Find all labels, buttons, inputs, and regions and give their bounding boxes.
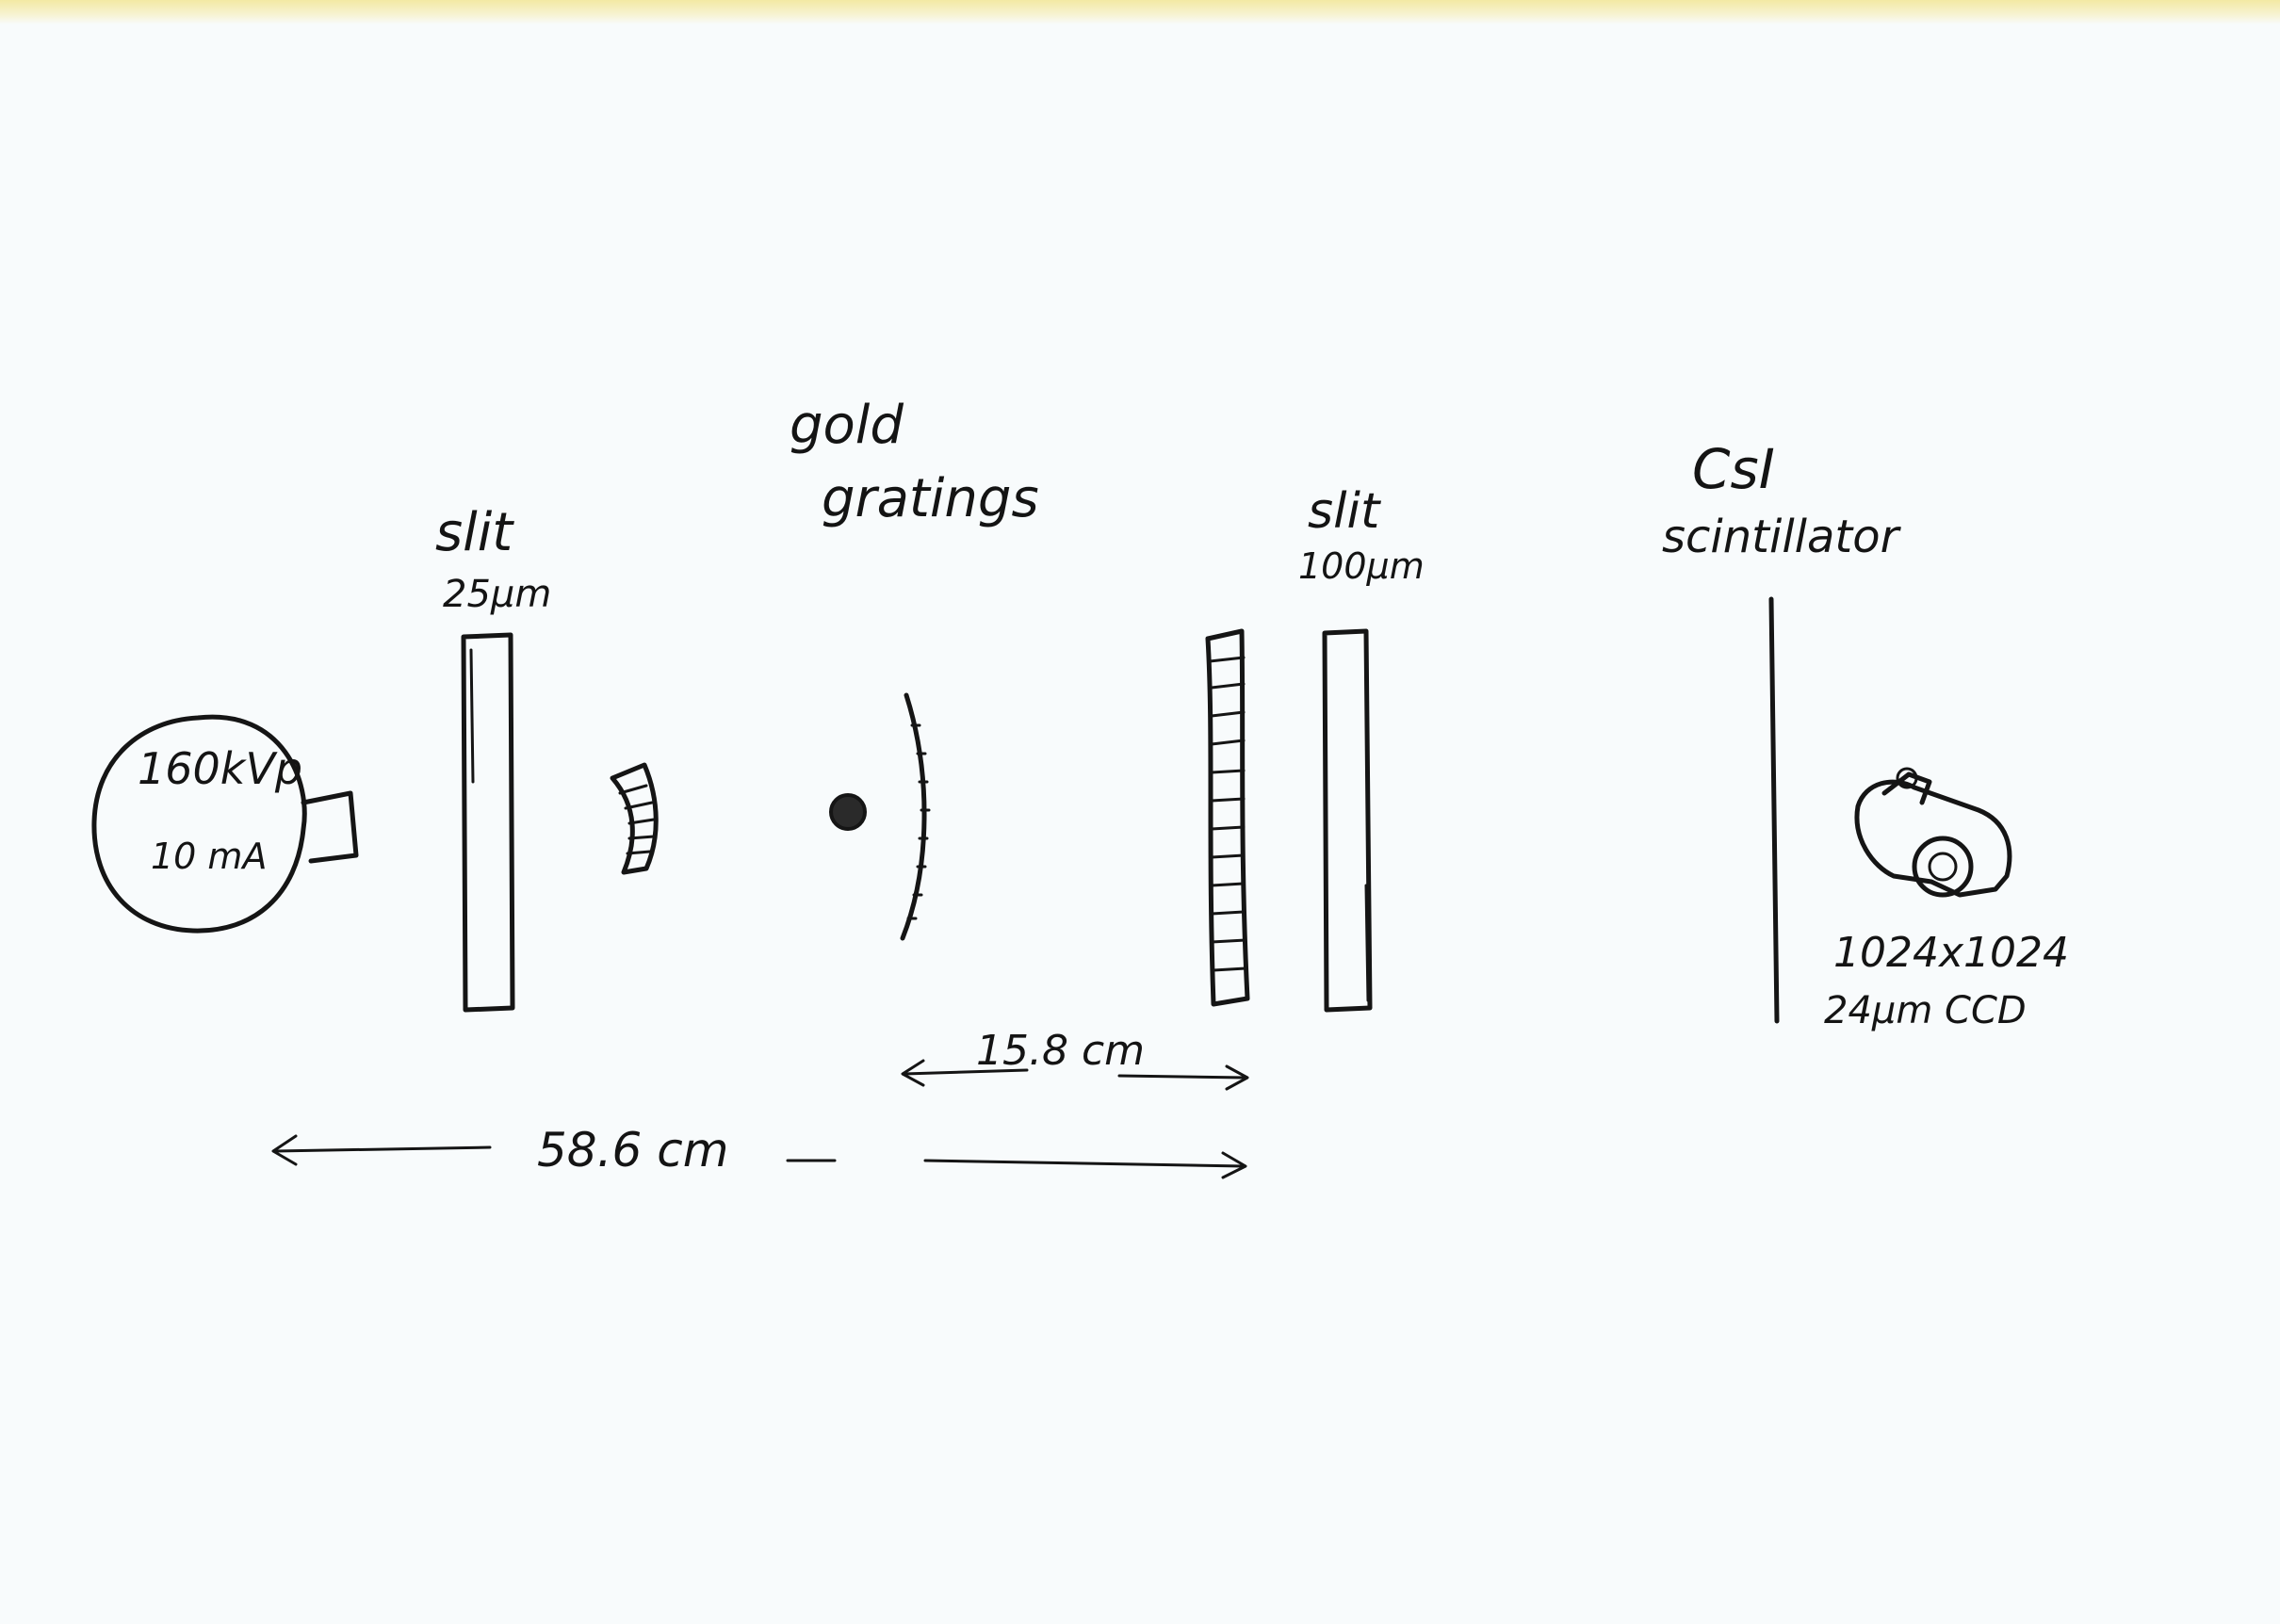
large-grating-ticks [1208, 656, 1247, 972]
camera-lens-inner-icon [1928, 852, 1958, 882]
source-current: 10 mA [151, 836, 267, 877]
slit-100um: slit 100μm [1298, 483, 1425, 1013]
slit2-label: slit [1308, 483, 1381, 540]
slit1-inner-line [469, 648, 475, 784]
dimension-short-label: 15.8 cm [976, 1027, 1145, 1075]
dimension-long-right-line [923, 1159, 1246, 1168]
csi-scintillator: CsI scintillator [1662, 437, 1902, 1024]
camera-body-icon [1854, 779, 2012, 898]
ccd-camera: 1024x1024 24μm CCD [1824, 767, 2069, 1032]
dimension-short-left-arrow-icon [901, 1059, 925, 1087]
source-housing [91, 714, 307, 934]
small-grating [610, 762, 659, 875]
camera-top-icon [1881, 771, 1932, 805]
dimension-long-right-arrow-icon [1221, 1151, 1247, 1179]
camera-lens-icon [1912, 836, 1974, 898]
dimension-long: 58.6 cm [271, 1123, 1247, 1179]
dimension-long-left-line [273, 1145, 492, 1153]
curved-grating-ticks [906, 723, 931, 920]
source-voltage: 160kVp [138, 743, 302, 794]
scintillator-plate [1768, 596, 1780, 1024]
paper-edge [0, 0, 2280, 24]
camera-pixel: 24μm CCD [1824, 989, 2027, 1032]
camera-knob-icon [1896, 767, 1918, 789]
dimension-short-right-arrow-icon [1225, 1064, 1249, 1091]
slit1-label: slit [435, 502, 514, 563]
scintillator-label-line2: scintillator [1662, 511, 1902, 563]
slit2-body [1322, 628, 1373, 1013]
large-grating [1205, 628, 1250, 1007]
slit2-width: 100μm [1298, 545, 1425, 587]
gratings-label-line2: gratings [822, 468, 1039, 529]
dimension-short-right-line [1117, 1074, 1247, 1080]
dimension-short: 15.8 cm [901, 1027, 1249, 1091]
slit1-body [461, 632, 515, 1013]
phase-object [829, 793, 867, 831]
small-grating-ticks [618, 784, 656, 855]
dimension-long-label: 58.6 cm [537, 1123, 728, 1177]
xray-source: 160kVp 10 mA [91, 714, 359, 934]
dimension-long-left-arrow-icon [271, 1134, 298, 1166]
small-grating-body [610, 762, 659, 875]
slit1-width: 25μm [443, 573, 551, 616]
curved-grating [900, 692, 927, 941]
camera-resolution: 1024x1024 [1833, 929, 2069, 977]
gold-gratings: gold gratings [790, 395, 1039, 941]
large-grating-body [1205, 628, 1250, 1007]
gratings-label-line1: gold [790, 395, 904, 456]
scintillator-label-line1: CsI [1692, 437, 1775, 501]
dimension-short-left-line [903, 1068, 1029, 1076]
source-window [301, 790, 359, 864]
slit-25um: slit 25μm [435, 502, 551, 1013]
slit2-inner-line [1364, 884, 1370, 1002]
